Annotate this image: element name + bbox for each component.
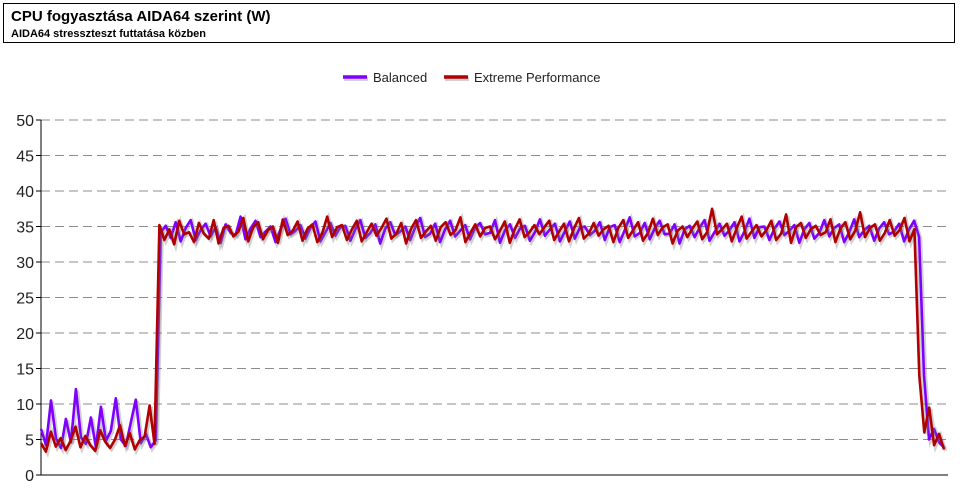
y-tick-label: 0 <box>25 468 34 485</box>
y-tick-label: 50 <box>16 113 34 130</box>
series-line-balanced <box>39 215 945 450</box>
y-tick-label: 20 <box>16 326 34 343</box>
series-line-extreme-performance <box>39 207 946 453</box>
series-shadow-0 <box>40 213 947 455</box>
grid-lines <box>41 119 948 440</box>
y-tick-label: 25 <box>16 291 34 308</box>
chart-title-box: CPU fogyasztása AIDA64 szerint (W) AIDA6… <box>3 3 955 43</box>
chart-title: CPU fogyasztása AIDA64 szerint (W) <box>11 8 271 25</box>
y-tick-label: 15 <box>16 362 34 379</box>
y-tick-label: 35 <box>16 220 34 237</box>
y-tick-label: 45 <box>16 149 34 166</box>
y-axis: 0 5 10 15 20 25 30 35 40 45 50 <box>16 113 42 485</box>
y-tick-label: 5 <box>25 433 34 450</box>
legend: Balanced Extreme Performance <box>343 70 600 85</box>
y-tick-label: 10 <box>16 397 34 414</box>
series-lines <box>39 207 948 458</box>
series-shadow-1 <box>40 209 948 458</box>
legend-label: Balanced <box>373 70 427 85</box>
legend-label: Extreme Performance <box>474 70 600 85</box>
y-tick-label: 30 <box>16 255 34 272</box>
chart-subtitle: AIDA64 stresszteszt futtatása közben <box>11 28 207 40</box>
y-tick-label: 40 <box>16 184 34 201</box>
